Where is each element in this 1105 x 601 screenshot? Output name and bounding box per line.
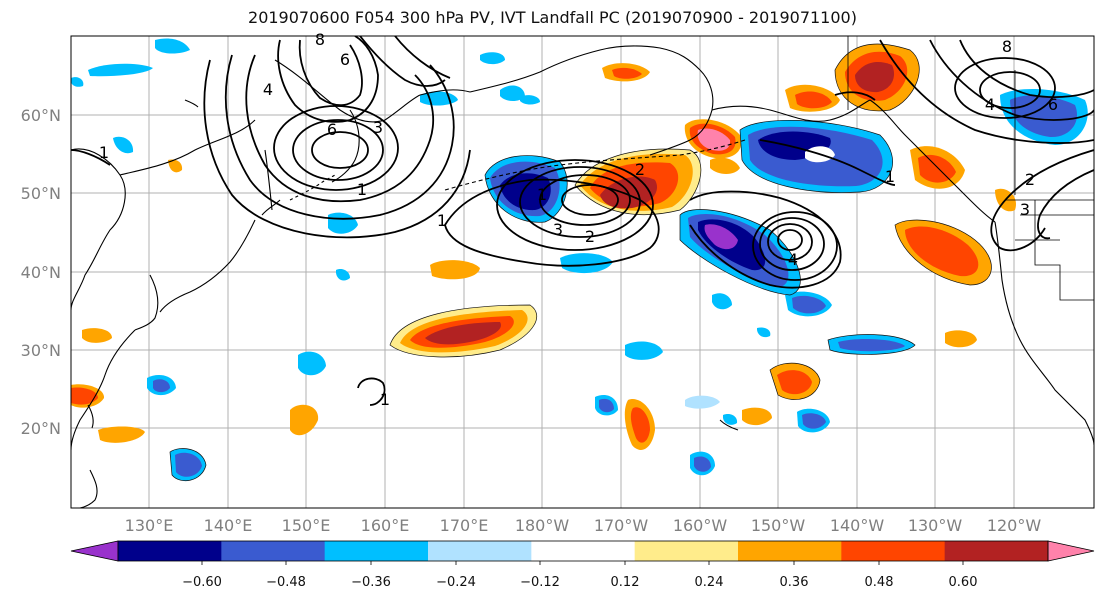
contour-label: 1 [357,180,367,199]
contour-label: 3 [373,118,383,137]
lon-label: 120°W [987,516,1042,535]
colorbar-tick-label: 0.36 [780,575,809,590]
pv-contours [71,36,1094,406]
contour-label: 1 [99,143,109,162]
contour-label: 1 [437,211,447,230]
contour-label: 1 [380,390,390,409]
contour-label: 1 [537,185,547,204]
colorbar-bin [944,541,1049,561]
colorbar-tick-label: −0.24 [436,575,476,590]
colorbar-bin [118,541,222,561]
colorbar-tick-label: 0.48 [865,575,894,590]
contour-label: 8 [1002,37,1012,56]
lon-label: 170°E [440,516,489,535]
contour-label: 4 [263,80,273,99]
colorbar-extend-high [1047,540,1095,562]
lon-label: 160°W [673,516,728,535]
contour-label: 6 [327,120,337,139]
lon-label: 140°E [204,516,253,535]
colorbar-tick-label: −0.60 [182,575,222,590]
colorbar-bin [738,541,842,561]
lon-label: 130°W [908,516,963,535]
contour-label: 6 [1048,95,1058,114]
contour-label: 8 [315,30,325,49]
coastlines [71,45,1094,508]
lat-label: 50°N [21,184,61,203]
longitude-labels: 130°E 140°E 150°E 160°E 170°E 180°W 170°W 160°W… [125,516,1042,535]
contour-label: 1 [885,167,895,186]
colorbar-bin [221,541,326,561]
lat-label: 60°N [21,106,61,125]
lon-label: 160°E [361,516,410,535]
lon-label: 140°W [830,516,885,535]
contour-label: 2 [1025,170,1035,189]
lat-label: 20°N [21,419,61,438]
anomaly-outlines [169,43,992,482]
colorbar-bin [428,541,532,561]
lon-label: 130°E [125,516,174,535]
negative-anomaly-regions [71,38,1088,481]
colorbar-bin [841,541,946,561]
lon-label: 150°W [751,516,806,535]
colorbar-tick-label: 0.12 [611,575,640,590]
colorbar-extend-low [70,540,119,562]
contour-label: 3 [553,220,563,239]
colorbar-tick-label: −0.48 [266,575,306,590]
lon-label: 150°E [282,516,331,535]
colorbar-tick-label: 0.24 [695,575,724,590]
contour-label: 6 [340,50,350,69]
contour-label: 4 [985,95,995,114]
lon-label: 170°W [594,516,649,535]
colorbar [70,540,1095,562]
colorbar-tick-label: −0.36 [351,575,391,590]
colorbar-bin [634,541,739,561]
contour-label: 4 [788,250,798,269]
map-frame [70,35,1095,509]
contour-label: 2 [635,160,645,179]
contour-label: 3 [1020,200,1030,219]
colorbar-bin [324,541,429,561]
colorbar-tick-labels: −0.60 −0.48 −0.36 −0.24 −0.12 0.12 0.24 0.36 0.4… [182,561,977,590]
colorbar-bin [531,541,636,561]
lat-label: 40°N [21,263,61,282]
contour-label: 2 [585,227,595,246]
map-title: 2019070600 F054 300 hPa PV, IVT Landfall… [248,8,857,27]
colorbar-tick-label: 0.60 [949,575,978,590]
lon-label: 180°W [515,516,570,535]
colorbar-tick-label: −0.12 [520,575,560,590]
lat-label: 30°N [21,341,61,360]
positive-anomaly-regions [71,44,1016,450]
latitude-labels: 60°N 50°N 40°N 30°N 20°N [21,106,61,438]
